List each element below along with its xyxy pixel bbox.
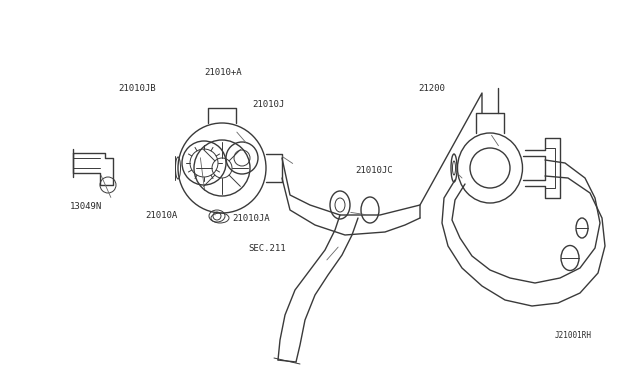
Text: 21200: 21200 [418, 83, 445, 93]
Text: 21010A: 21010A [145, 211, 177, 219]
Text: 13049N: 13049N [70, 202, 102, 211]
Text: 21010JC: 21010JC [355, 166, 392, 174]
Text: 21010JB: 21010JB [118, 83, 156, 93]
Text: SEC.211: SEC.211 [248, 244, 285, 253]
Text: J21001RH: J21001RH [555, 330, 592, 340]
Text: 21010JA: 21010JA [232, 214, 269, 222]
Text: 21010J: 21010J [252, 99, 284, 109]
Text: 21010+A: 21010+A [204, 67, 242, 77]
